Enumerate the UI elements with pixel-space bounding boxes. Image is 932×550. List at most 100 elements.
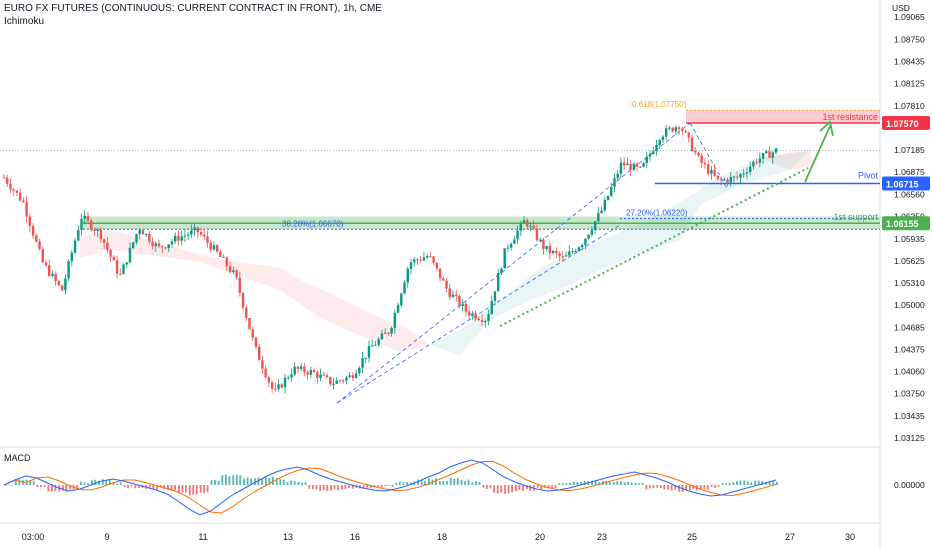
macd-histogram-bar [641,482,644,485]
candle-body [157,243,161,247]
macd-histogram-bar [489,485,492,489]
candle-body [83,215,86,219]
candle-body [393,312,397,329]
price-tick-label: 1.06560 [894,190,925,200]
price-tick-label: 1.08750 [894,34,925,44]
candle-body [497,273,500,292]
candle-body [516,230,519,240]
resistance-label: 1st resistance [822,112,878,122]
candle-body [684,130,687,133]
macd-histogram-bar [282,479,285,485]
candle-body [758,158,762,163]
macd-histogram-bar [76,485,79,490]
candle-body [209,242,212,250]
candle-body [610,186,613,196]
price-tick-label: 1.04685 [894,322,925,332]
macd-histogram-bar [540,485,543,490]
candle-body [254,337,258,347]
candle-body [723,179,726,181]
candle-body [635,163,639,167]
macd-histogram-bar [438,481,441,485]
candle-body [86,215,90,221]
candle-body [261,360,264,369]
candle-body [70,252,74,262]
time-tick-label: 13 [283,532,293,542]
candle-body [6,177,9,184]
macd-histogram-bar [515,485,517,492]
candle-body [112,256,116,261]
candle-body [752,161,755,167]
macd-histogram-bar [311,485,314,490]
candle-body [442,278,445,281]
channel-upper [336,122,691,404]
macd-histogram-bar [706,485,709,490]
candle-body [539,239,542,241]
candle-body [697,152,700,156]
candle-body [455,294,458,297]
candle-body [277,384,280,389]
candle-body [416,259,419,261]
resistance-badge [882,115,930,130]
candle-body [435,262,439,269]
candle-body [726,179,729,183]
macd-histogram-bar [591,480,593,485]
macd-histogram-bar [605,480,608,485]
macd-histogram-bar [18,479,21,485]
macd-histogram-bar [406,482,409,485]
candle-body [713,170,716,176]
candle-body [367,345,371,358]
macd-histogram-bar [710,485,713,488]
candle-body [690,137,694,152]
candle-body [364,357,367,359]
macd-histogram-bar [725,483,727,485]
macd-histogram-bar [670,485,673,491]
macd-histogram-bar [69,485,72,490]
macd-histogram-bar [221,475,224,485]
candle-body [245,307,248,319]
macd-histogram-bar [529,485,532,491]
candle-body [345,377,348,381]
candle-body [309,370,313,375]
macd-histogram-bar [634,482,637,485]
macd-histogram-bar [424,480,426,485]
candle-body [138,230,141,235]
macd-histogram-bar [348,485,350,488]
indicator-label: Ichimoku [4,16,45,27]
candle-body [716,175,720,179]
candle-body [274,388,277,390]
macd-histogram-bar [471,482,474,485]
candle-body [193,227,196,231]
macd-histogram-bar [308,485,311,489]
candle-body [125,262,128,265]
candle-body [674,127,678,132]
candle-body [44,262,48,266]
candle-body [661,136,665,141]
macd-histogram-bar [134,485,137,489]
candle-body [551,250,555,254]
candle-body [319,374,322,378]
candle-body [648,153,652,157]
candle-body [335,380,338,384]
macd-histogram-bar [137,485,140,489]
macd-histogram-bar [442,480,445,485]
candle-body [387,332,390,334]
candle-body [471,313,474,316]
candle-body [299,366,303,369]
macd-histogram-bar [275,478,278,485]
price-tick-label: 1.05310 [894,278,925,288]
candle-body [90,220,93,230]
candle-body [190,230,193,235]
candle-body [228,266,232,272]
candle-body [467,311,471,316]
macd-histogram-bar [453,478,456,485]
macd-histogram-bar [228,476,231,485]
macd-histogram-bar [569,482,572,485]
candle-body [532,225,535,229]
macd-histogram-bar [562,483,564,485]
macd-histogram-bar [94,479,97,485]
macd-histogram-bar [304,482,307,485]
macd-histogram-bar [464,481,466,485]
fib-382-label: 38.20%(1.06070) [282,219,344,228]
macd-histogram-bar [478,481,481,485]
